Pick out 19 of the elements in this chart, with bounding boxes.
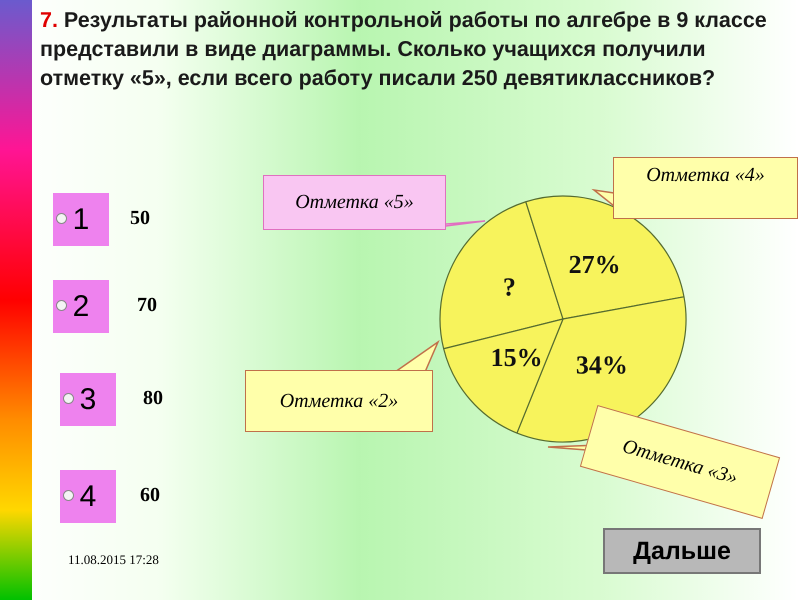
slice-label: Отметка «2» [245, 370, 433, 432]
slice-label: Отметка «4» [613, 157, 798, 219]
chart-title: 7. Результаты районной контрольной работы по алгебре в 9 классе представили в виде диаграммы. Сколько учащихся получили отметку «5», если всего работу писали 250 девятиклассников? [40, 7, 768, 92]
text: 4 [60, 470, 116, 523]
text: 60 [140, 484, 160, 507]
text: 70 [137, 294, 157, 317]
text: 3 [60, 373, 116, 426]
text: 2 [53, 280, 109, 333]
text: 80 [143, 387, 163, 410]
slice-label: Отметка «5» [263, 175, 446, 230]
text: 50 [130, 207, 150, 230]
slice-label: Отметка «3» [580, 405, 780, 519]
text: 11.08.2015 17:28 [68, 552, 159, 568]
data-label: ? [502, 272, 516, 302]
text: Дальше [603, 528, 761, 574]
data-label: 34% [576, 350, 628, 380]
data-label: 27% [568, 250, 621, 280]
text: 1 [53, 193, 109, 246]
data-label: 15% [490, 343, 543, 372]
